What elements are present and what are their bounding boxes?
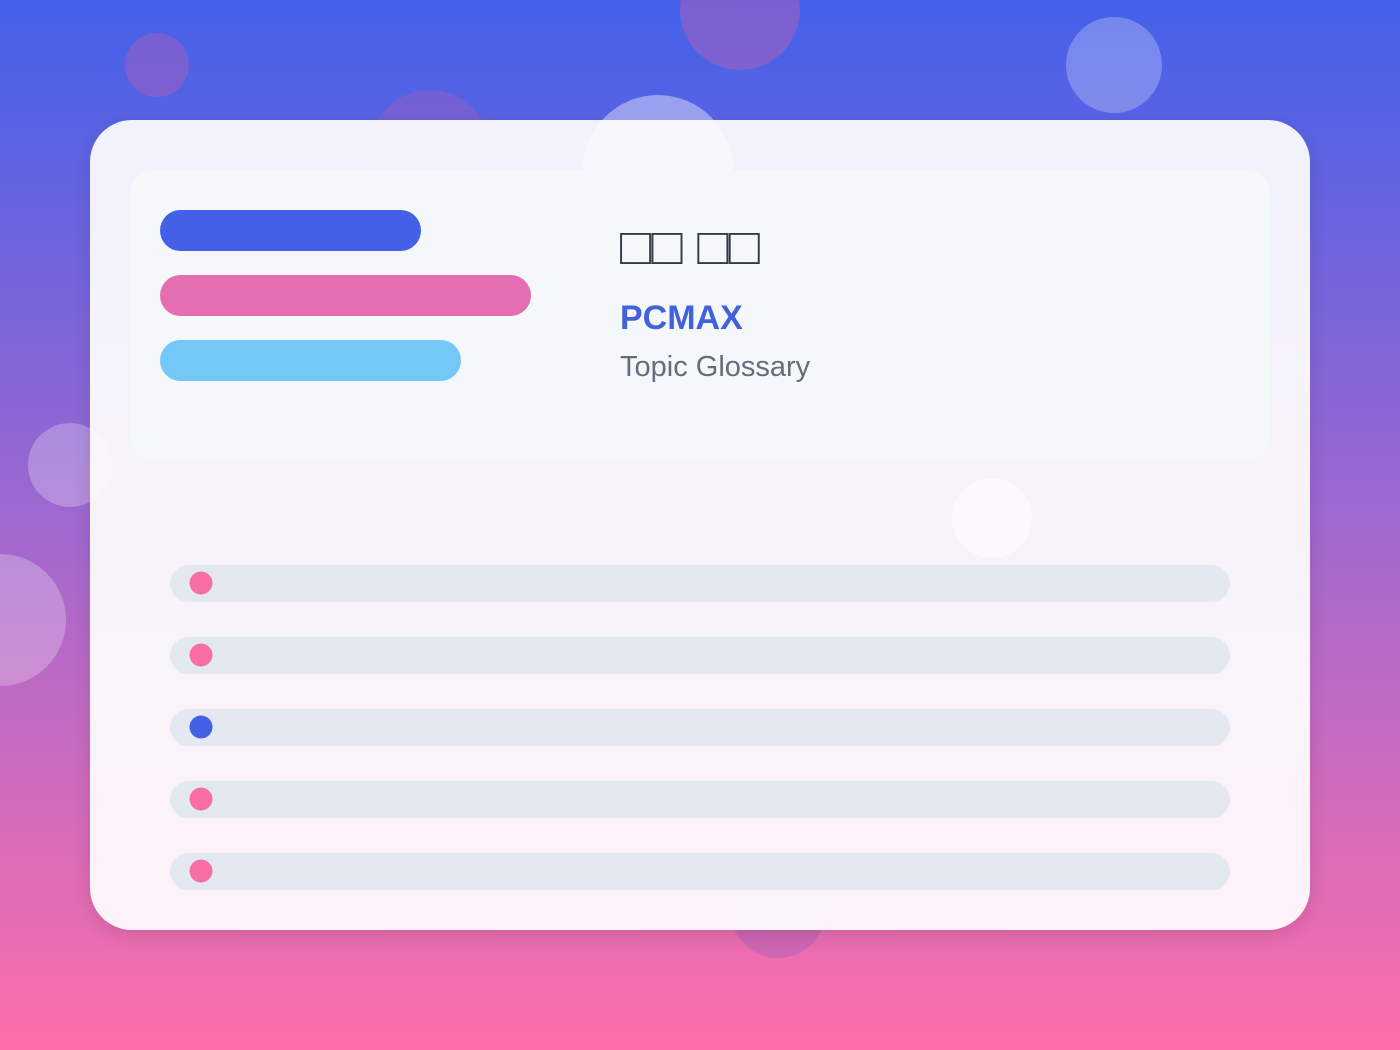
accent-bar bbox=[160, 340, 461, 381]
subtitle: Topic Glossary bbox=[620, 351, 811, 383]
list-row bbox=[170, 853, 1230, 890]
bullet bbox=[189, 571, 213, 595]
list bbox=[170, 565, 1230, 890]
bullet bbox=[189, 715, 213, 739]
list-row bbox=[170, 637, 1230, 674]
bullet bbox=[189, 643, 213, 667]
circle bbox=[1066, 17, 1162, 113]
circle bbox=[680, 0, 800, 70]
list-row bbox=[170, 709, 1230, 746]
circle bbox=[125, 33, 189, 97]
circle bbox=[952, 478, 1032, 558]
circle bbox=[0, 554, 66, 686]
bullet bbox=[189, 859, 213, 883]
accent-bar bbox=[160, 275, 531, 316]
bullet bbox=[189, 787, 213, 811]
list-row bbox=[170, 781, 1230, 818]
list-row bbox=[170, 565, 1230, 602]
title: □□ □□ bbox=[620, 218, 761, 276]
brand: PCMAX bbox=[620, 299, 743, 337]
accent-bar bbox=[160, 210, 421, 251]
